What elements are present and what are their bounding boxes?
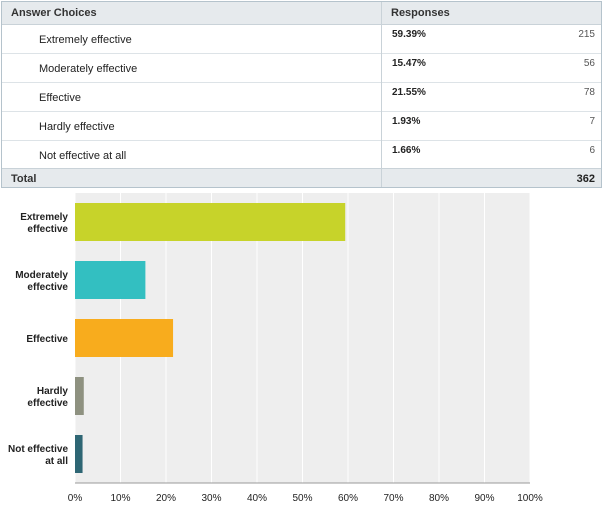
total-count: 362: [576, 173, 595, 185]
table-row: Not effective at all 1.66% 6: [2, 141, 601, 168]
table-row: Effective 21.55% 78: [2, 83, 601, 112]
row-count: 6: [589, 145, 595, 156]
x-tick-label: 20%: [156, 493, 176, 504]
bar-chart: Extremely effective Moderately effective Eff…: [8, 193, 543, 504]
category-label: Moderately effective: [15, 270, 68, 293]
bar: [75, 319, 174, 357]
row-count: 56: [583, 58, 595, 69]
category-label: Hardly effective: [27, 386, 68, 409]
category-label: Extremely effective: [20, 212, 68, 235]
x-tick-label: 60%: [338, 493, 358, 504]
header-answer-choices: Answer Choices: [11, 7, 97, 19]
row-percent: 1.66%: [392, 145, 421, 156]
x-tick-label: 70%: [383, 493, 403, 504]
row-label: Effective: [39, 92, 81, 104]
row-count: 215: [578, 29, 595, 40]
row-label: Not effective at all: [39, 150, 127, 162]
table-row: Hardly effective 1.93% 7: [2, 112, 601, 141]
category-label: Effective: [26, 334, 68, 345]
total-label: Total: [11, 173, 37, 185]
row-label: Hardly effective: [39, 121, 115, 133]
table-row: Extremely effective 59.39% 215: [2, 25, 601, 54]
row-percent: 15.47%: [392, 58, 426, 69]
x-tick-label: 40%: [247, 493, 267, 504]
row-count: 7: [589, 116, 595, 127]
x-tick-label: 30%: [201, 493, 221, 504]
responses-table: Answer Choices Responses Extremely effec…: [1, 1, 602, 188]
bar: [75, 261, 146, 299]
row-count: 78: [583, 87, 595, 98]
row-percent: 59.39%: [392, 29, 426, 40]
x-tick-label: 10%: [110, 493, 130, 504]
x-tick-label: 50%: [292, 493, 312, 504]
row-label: Extremely effective: [39, 34, 132, 46]
bars: [75, 203, 346, 473]
category-label: Not effective at all: [8, 444, 68, 467]
row-percent: 21.55%: [392, 87, 426, 98]
bar: [75, 435, 83, 473]
row-label: Moderately effective: [39, 63, 138, 75]
header-responses: Responses: [391, 7, 450, 19]
column-divider: [381, 2, 382, 187]
table-row: Moderately effective 15.47% 56: [2, 54, 601, 83]
x-tick-label: 100%: [517, 493, 543, 504]
x-tick-label: 0%: [68, 493, 83, 504]
bar: [75, 377, 84, 415]
x-tick-labels: 0% 10% 20% 30% 40% 50% 60% 70% 80% 90% 100%: [68, 493, 543, 504]
x-tick-label: 80%: [429, 493, 449, 504]
table-header-row: Answer Choices Responses: [2, 2, 601, 25]
bar: [75, 203, 346, 241]
x-tick-label: 90%: [474, 493, 494, 504]
table-total-row: Total 362: [2, 168, 601, 187]
category-labels: Extremely effective Moderately effective Eff…: [8, 212, 68, 467]
row-percent: 1.93%: [392, 116, 421, 127]
